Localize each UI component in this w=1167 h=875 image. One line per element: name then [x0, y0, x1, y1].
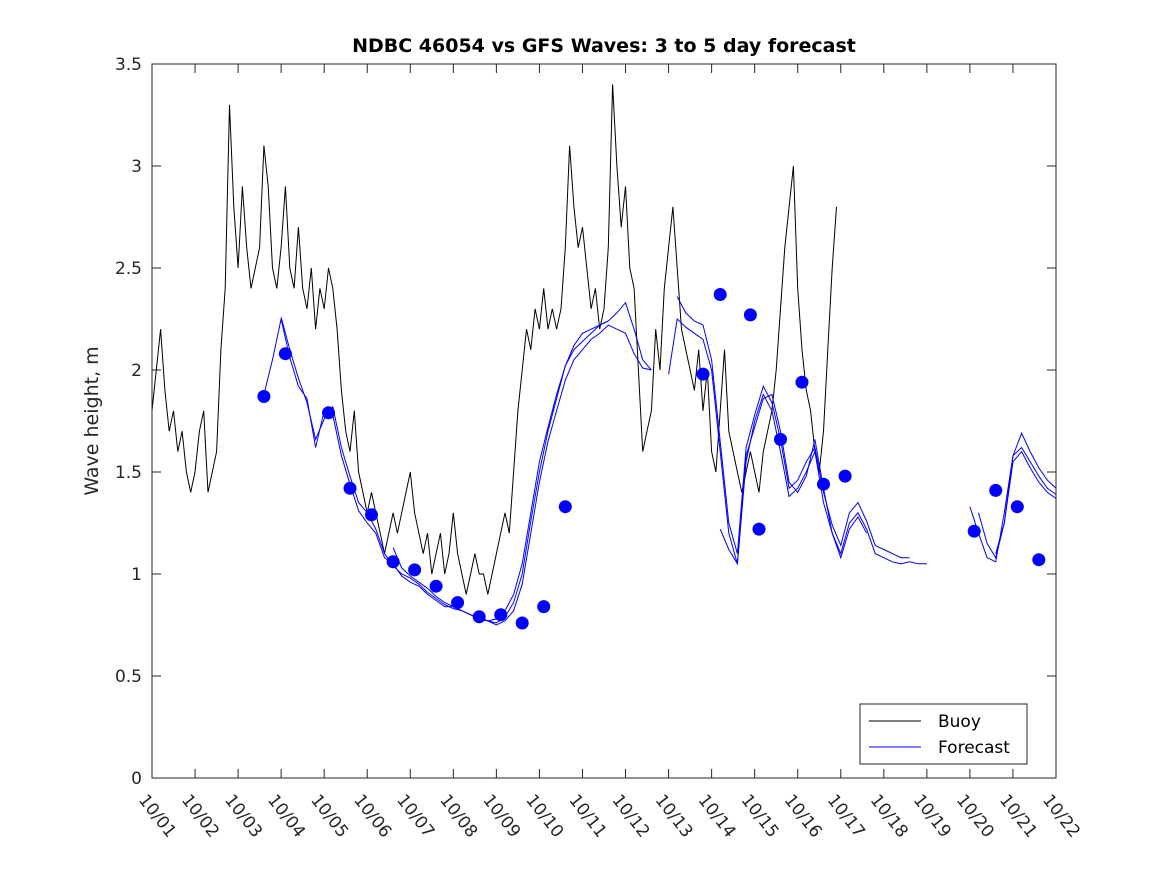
y-tick-labels: 0 0.5 1 1.5 2 2.5 3 3.5 [115, 55, 142, 789]
forecast-point [408, 563, 422, 577]
forecast-point [838, 469, 852, 483]
forecast-line [978, 450, 1057, 559]
forecast-point [429, 579, 443, 593]
forecast-point [713, 288, 727, 301]
forecast-line [280, 316, 609, 624]
forecast-point [696, 367, 710, 381]
forecast-point [451, 596, 465, 610]
forecast-point [817, 477, 830, 491]
forecast-point [752, 522, 766, 536]
forecast-line [392, 324, 652, 626]
forecast-point [494, 608, 508, 622]
forecast-point [386, 555, 400, 569]
y-tick-label: 0.5 [115, 667, 142, 687]
forecast-point [989, 483, 1003, 497]
legend-buoy-label: Buoy [938, 712, 981, 732]
buoy-series [151, 84, 837, 595]
forecast-line [719, 393, 868, 566]
forecast-line [995, 431, 1057, 554]
forecast-point [537, 600, 551, 614]
plot-frame [151, 63, 1057, 779]
y-tick-label: 2 [131, 361, 142, 381]
forecast-line [676, 296, 910, 559]
forecast-point [365, 508, 378, 522]
forecast-point [743, 308, 757, 322]
y-tick-label: 2.5 [115, 259, 142, 279]
y-tick-label: 1.5 [115, 463, 142, 483]
legend-forecast-label: Forecast [938, 738, 1010, 758]
chart-title: NDBC 46054 vs GFS Waves: 3 to 5 day fore… [352, 35, 856, 57]
y-axis-label: Wave height, m [81, 346, 103, 495]
forecast-point [322, 406, 335, 420]
forecast-point [558, 500, 572, 514]
forecast-point [472, 610, 486, 624]
forecast-point [278, 347, 292, 361]
forecast-point [343, 481, 357, 495]
forecast-point [515, 616, 529, 630]
x-axis-ticks [151, 64, 1057, 778]
plot-area [152, 64, 1056, 778]
forecast-point [1010, 500, 1024, 514]
y-tick-label: 0 [131, 769, 142, 789]
buoy-line [151, 84, 837, 595]
forecast-point [1032, 553, 1046, 567]
forecast-point [257, 390, 271, 403]
legend-box [859, 703, 1028, 765]
forecast-point [967, 524, 981, 538]
y-tick-label: 1 [131, 565, 142, 585]
y-tick-label: 3.5 [115, 55, 142, 75]
forecast-line [668, 317, 927, 565]
forecast-point [774, 432, 787, 446]
forecast-points [257, 288, 1046, 630]
legend: Buoy Forecast [859, 703, 1028, 765]
y-tick-label: 3 [131, 157, 142, 177]
forecast-point [795, 375, 809, 389]
